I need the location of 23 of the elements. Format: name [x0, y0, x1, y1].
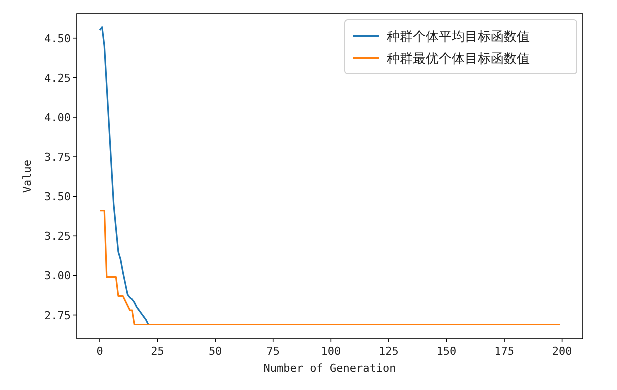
x-axis-title: Number of Generation — [264, 362, 396, 375]
x-tick-label: 125 — [379, 345, 399, 358]
x-tick-label: 75 — [266, 345, 280, 358]
x-tick-label: 100 — [321, 345, 342, 358]
x-tick-label: 0 — [96, 345, 104, 358]
line-series — [99, 26, 150, 326]
y-tick-label: 4.25 — [44, 72, 71, 85]
legend-label: 种群最优个体目标函数值 — [387, 52, 530, 67]
y-tick-label: 3.50 — [44, 190, 71, 204]
x-tick-label: 175 — [494, 345, 514, 358]
y-tick-label: 4.50 — [44, 32, 71, 46]
legend-label: 种群个体平均目标函数值 — [387, 30, 530, 45]
x-tick-label: 25 — [151, 345, 164, 358]
y-tick-label: 4.00 — [44, 111, 71, 124]
x-tick-label: 150 — [436, 345, 457, 358]
x-tick-label: 200 — [552, 345, 572, 358]
y-tick-label: 3.75 — [44, 151, 71, 164]
y-tick-label: 3.25 — [44, 230, 71, 244]
x-tick-label: 50 — [208, 345, 222, 358]
line-series — [99, 210, 561, 326]
y-tick-label: 3.00 — [44, 270, 71, 283]
y-tick-label: 2.75 — [44, 309, 71, 322]
y-axis-title: Value — [21, 160, 34, 194]
